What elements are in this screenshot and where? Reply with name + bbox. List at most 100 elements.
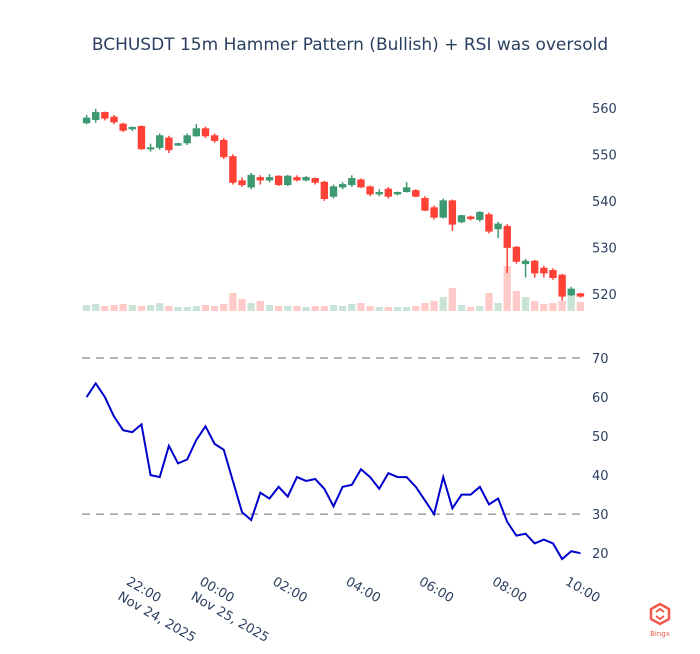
volume-bar xyxy=(412,306,420,311)
volume-bar xyxy=(540,304,548,311)
y-tick-label: 520 xyxy=(592,288,617,303)
candle-body xyxy=(530,260,539,274)
volume-bar xyxy=(265,305,274,311)
volume-bar xyxy=(146,305,155,311)
volume-bar xyxy=(192,306,200,311)
candle-body xyxy=(384,188,393,197)
candle-body xyxy=(540,267,548,274)
volume-bar xyxy=(82,305,91,311)
candle-body xyxy=(101,112,109,119)
candle-body xyxy=(311,178,319,183)
volume-bar xyxy=(357,303,365,311)
chart-title: BCHUSDT 15m Hammer Pattern (Bullish) + R… xyxy=(92,35,608,55)
y-tick-label: 30 xyxy=(592,508,609,523)
volume-bar xyxy=(183,307,191,311)
y-tick-label: 550 xyxy=(592,148,617,163)
candle-body xyxy=(457,215,466,223)
candle-body xyxy=(549,270,557,279)
x-tick: 10:00 xyxy=(562,574,602,606)
candle-body xyxy=(412,190,420,197)
logo xyxy=(649,602,671,626)
candle-body xyxy=(119,123,127,131)
volume-bar xyxy=(92,304,100,311)
candle-body xyxy=(238,180,246,186)
y-tick-label: 70 xyxy=(592,352,609,367)
candle-body xyxy=(576,293,585,297)
candle-body xyxy=(192,128,201,137)
x-tick-label: 04:00 xyxy=(343,574,383,606)
volume-bar xyxy=(320,306,329,311)
volume-bar xyxy=(393,307,402,311)
volume-bar xyxy=(119,304,127,311)
candle-body xyxy=(110,116,118,123)
volume-bar xyxy=(439,297,447,311)
candle-body xyxy=(466,216,475,220)
volume-bar xyxy=(467,307,475,311)
candle-body xyxy=(174,143,182,146)
volume-bar xyxy=(137,306,146,311)
candle-body xyxy=(146,147,155,150)
candle-body xyxy=(494,223,502,230)
candle-body xyxy=(558,274,566,297)
candle-body xyxy=(521,260,530,265)
candle-body xyxy=(165,137,173,151)
candle-body xyxy=(329,186,338,197)
volume-bar xyxy=(512,291,521,311)
candle-body xyxy=(348,178,356,186)
candle-body xyxy=(284,175,292,186)
volume-bar xyxy=(201,305,210,311)
volume-bar xyxy=(156,303,164,311)
volume-bar xyxy=(384,307,393,311)
candle-body xyxy=(476,211,484,220)
volume-bar xyxy=(101,306,109,311)
candle-body xyxy=(503,225,511,248)
volume-bar xyxy=(329,305,338,311)
volume-bar xyxy=(229,293,237,311)
candle-body xyxy=(366,186,374,195)
volume-bar xyxy=(174,307,182,311)
volume-bar xyxy=(567,293,575,311)
volume-bar xyxy=(311,306,319,311)
candle-body xyxy=(137,125,146,150)
y-tick-label: 540 xyxy=(592,195,617,210)
x-tick-label: 10:00 xyxy=(562,574,602,606)
candle-body xyxy=(320,181,329,200)
volume-bar xyxy=(284,306,292,311)
candle-body xyxy=(302,177,310,181)
candle-body xyxy=(430,207,438,218)
candle-body xyxy=(156,135,164,148)
volume-bar xyxy=(549,303,557,311)
rsi-line xyxy=(85,381,581,561)
x-tick-label: 02:00 xyxy=(270,574,310,606)
logo-mark xyxy=(655,607,665,621)
candle-body xyxy=(421,198,429,211)
volume-bar xyxy=(302,307,310,311)
candle-body xyxy=(393,191,402,195)
y-tick-label: 560 xyxy=(592,102,617,117)
candle-body xyxy=(274,175,283,186)
volume-bar xyxy=(210,306,219,311)
volume-bar xyxy=(576,302,585,311)
candle-body xyxy=(210,135,219,141)
volume-bar xyxy=(256,301,264,311)
candle-body xyxy=(512,246,521,262)
x-tick-label: 06:00 xyxy=(416,574,456,606)
candle-body xyxy=(357,179,365,188)
candle-body xyxy=(82,117,91,124)
volume-bar xyxy=(293,306,301,311)
candle-body xyxy=(265,177,274,181)
y-tick-label: 60 xyxy=(592,391,609,406)
y-tick-label: 50 xyxy=(592,430,609,445)
volume-bar xyxy=(485,293,493,311)
watermark: Bingx xyxy=(650,630,670,638)
x-tick: 06:00 xyxy=(416,574,456,606)
candle-body xyxy=(439,200,447,218)
candle-body xyxy=(293,177,301,181)
volume-bar xyxy=(375,307,383,311)
candle-body xyxy=(338,184,347,188)
candle-body xyxy=(229,156,237,183)
candle-body xyxy=(567,288,575,296)
volume-bar xyxy=(558,301,566,311)
volume-bar xyxy=(531,301,539,311)
